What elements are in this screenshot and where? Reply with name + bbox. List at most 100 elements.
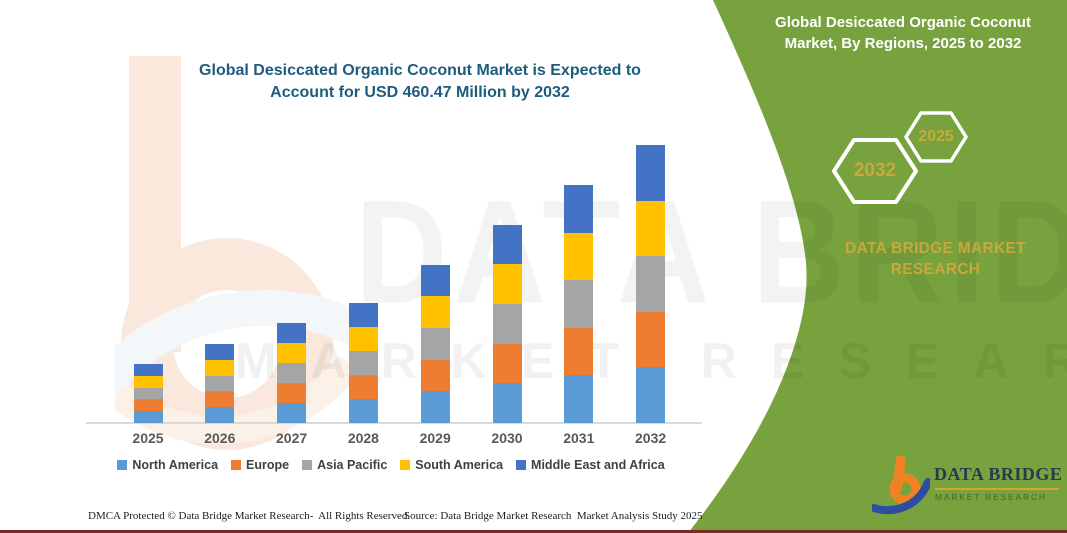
legend-item-europe: Europe [231, 458, 289, 472]
bar-segment-middle-east-and-africa [492, 224, 522, 265]
watermark-text-data-bridge: DATA BRIDGE [355, 168, 1067, 337]
bar-segment-europe [348, 374, 378, 399]
legend-swatch-icon [231, 460, 242, 470]
bar-segment-asia-pacific [205, 375, 235, 392]
bar-segment-europe [277, 383, 307, 403]
bar-segment-middle-east-and-africa [348, 302, 378, 327]
bar-segment-asia-pacific [348, 350, 378, 375]
bar-segment-north-america [492, 383, 522, 423]
panel-title-line2: Market, By Regions, 2025 to 2032 [784, 35, 1022, 52]
stacked-bar-2028 [348, 302, 378, 423]
bar-segment-europe [636, 311, 666, 368]
data-bridge-logo: DATA BRIDGE MARKET RESEARCH [872, 452, 1067, 524]
bar-segment-asia-pacific [492, 303, 522, 344]
bar-segment-middle-east-and-africa [277, 323, 307, 343]
x-axis-label-2031: 2031 [563, 430, 595, 446]
bar-segment-asia-pacific [277, 363, 307, 383]
watermark-b-logo [115, 56, 355, 450]
stacked-bar-2027 [277, 323, 307, 423]
chart-title-line1: Global Desiccated Organic Coconut Market… [199, 62, 641, 79]
bar-segment-middle-east-and-africa [133, 364, 163, 376]
chart-title-line2: Account for USD 460.47 Million by 2032 [270, 84, 570, 101]
bar-segment-europe [564, 327, 594, 376]
x-axis-line [86, 422, 702, 424]
legend-swatch-icon [302, 460, 313, 470]
legend-swatch-icon [117, 460, 128, 470]
x-axis-label-2027: 2027 [276, 430, 308, 446]
legend-label: North America [132, 458, 219, 472]
bar-segment-middle-east-and-africa [420, 264, 450, 297]
legend-label: Asia Pacific [317, 458, 388, 472]
legend-label: Europe [246, 458, 290, 472]
bar-segment-south-america [133, 375, 163, 388]
hexagon-outline-icon [904, 111, 968, 163]
legend-label: South America [415, 458, 504, 472]
chart-title: Global Desiccated Organic Coconut Market… [130, 60, 710, 104]
bar-segment-middle-east-and-africa [564, 185, 594, 233]
bar-segment-north-america [205, 407, 235, 423]
hexagon-2025: 2025 [904, 111, 968, 163]
data-bridge-b-icon [872, 455, 930, 515]
legend: North America Europe Asia Pacific South Ame… [85, 458, 697, 472]
green-panel-path [688, 0, 1067, 533]
panel-title-line1: Global Desiccated Organic Coconut [775, 14, 1031, 31]
legend-label: Middle East and Africa [531, 458, 665, 472]
bar-segment-south-america [277, 343, 307, 363]
logo-underline [935, 488, 1059, 490]
bar-segment-north-america [564, 375, 594, 423]
x-axis-label-2025: 2025 [132, 430, 164, 446]
bar-segment-south-america [564, 232, 594, 281]
legend-item-asia-pacific: Asia Pacific [302, 458, 387, 472]
stacked-bar-2025 [133, 364, 163, 423]
logo-title: DATA BRIDGE [934, 464, 1063, 484]
bar-segment-europe [492, 343, 522, 384]
hexagon-2032: 2032 [831, 137, 919, 205]
hexagon-2032-label: 2032 [853, 160, 897, 181]
stacked-bar-2031 [564, 185, 594, 423]
footer-dmca-text: DMCA Protected © Data Bridge Market Rese… [88, 510, 411, 522]
bar-segment-north-america [420, 391, 450, 423]
brand-text-line2: RESEARCH [890, 261, 981, 278]
bar-segment-south-america [420, 296, 450, 328]
bar-segment-middle-east-and-africa [636, 145, 666, 201]
stacked-bar-2029 [420, 264, 450, 423]
bar-segment-north-america [133, 411, 163, 423]
x-axis-label-2029: 2029 [419, 430, 451, 446]
bar-segment-north-america [348, 398, 378, 423]
legend-item-south-america: South America [400, 458, 503, 472]
x-axis-label-2028: 2028 [347, 430, 379, 446]
bar-segment-europe [205, 391, 235, 408]
bar-segment-north-america [636, 367, 666, 423]
bar-segment-asia-pacific [564, 280, 594, 328]
x-axis-label-2026: 2026 [204, 430, 236, 446]
stacked-bar-2032 [636, 145, 666, 423]
brand-text-line1: DATA BRIDGE MARKET [845, 240, 1026, 257]
legend-swatch-icon [400, 460, 411, 470]
x-axis-label-2032: 2032 [635, 430, 667, 446]
bar-segment-middle-east-and-africa [205, 344, 235, 360]
bar-segment-europe [133, 399, 163, 412]
logo-subtitle: MARKET RESEARCH [935, 492, 1047, 502]
legend-item-middle-east-and-africa: Middle East and Africa [516, 458, 665, 472]
x-axis-label-2030: 2030 [491, 430, 523, 446]
bar-segment-asia-pacific [133, 387, 163, 400]
stacked-bar-2026 [205, 344, 235, 423]
bottom-border-rule [0, 530, 1067, 533]
panel-title: Global Desiccated Organic Coconut Market… [748, 12, 1058, 54]
legend-swatch-icon [516, 460, 527, 470]
bar-segment-south-america [205, 359, 235, 376]
hexagon-outline-icon [832, 138, 918, 204]
bar-segment-south-america [636, 200, 666, 257]
hexagon-2025-label: 2025 [918, 128, 954, 145]
bar-segment-europe [420, 359, 450, 392]
footer-source-text: Source: Data Bridge Market Research Mark… [404, 510, 703, 522]
brand-text: DATA BRIDGE MARKET RESEARCH [788, 238, 1067, 280]
bar-segment-south-america [348, 326, 378, 351]
bar-segment-asia-pacific [636, 256, 666, 312]
bar-segment-north-america [277, 403, 307, 423]
stacked-bar-2030 [492, 224, 522, 423]
bar-segment-asia-pacific [420, 327, 450, 360]
bar-segment-south-america [492, 264, 522, 304]
